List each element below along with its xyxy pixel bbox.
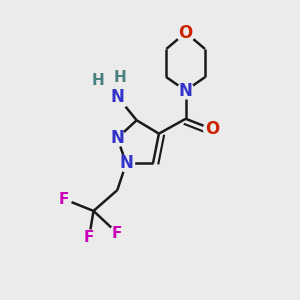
- Text: F: F: [84, 230, 94, 245]
- Text: N: N: [110, 88, 124, 106]
- Text: N: N: [119, 154, 133, 172]
- Circle shape: [110, 226, 125, 241]
- Circle shape: [56, 191, 71, 207]
- Circle shape: [176, 23, 195, 42]
- Text: F: F: [58, 191, 69, 206]
- Text: O: O: [178, 24, 193, 42]
- Circle shape: [81, 230, 97, 245]
- Text: H: H: [92, 73, 104, 88]
- Text: F: F: [112, 226, 122, 241]
- Circle shape: [92, 74, 104, 87]
- Circle shape: [114, 70, 127, 84]
- Text: N: N: [110, 129, 124, 147]
- Text: O: O: [205, 120, 220, 138]
- Circle shape: [118, 155, 134, 172]
- Circle shape: [177, 82, 194, 99]
- Circle shape: [203, 120, 221, 138]
- Text: N: N: [179, 82, 193, 100]
- Circle shape: [105, 84, 130, 109]
- Text: H: H: [114, 70, 127, 85]
- Circle shape: [109, 130, 126, 146]
